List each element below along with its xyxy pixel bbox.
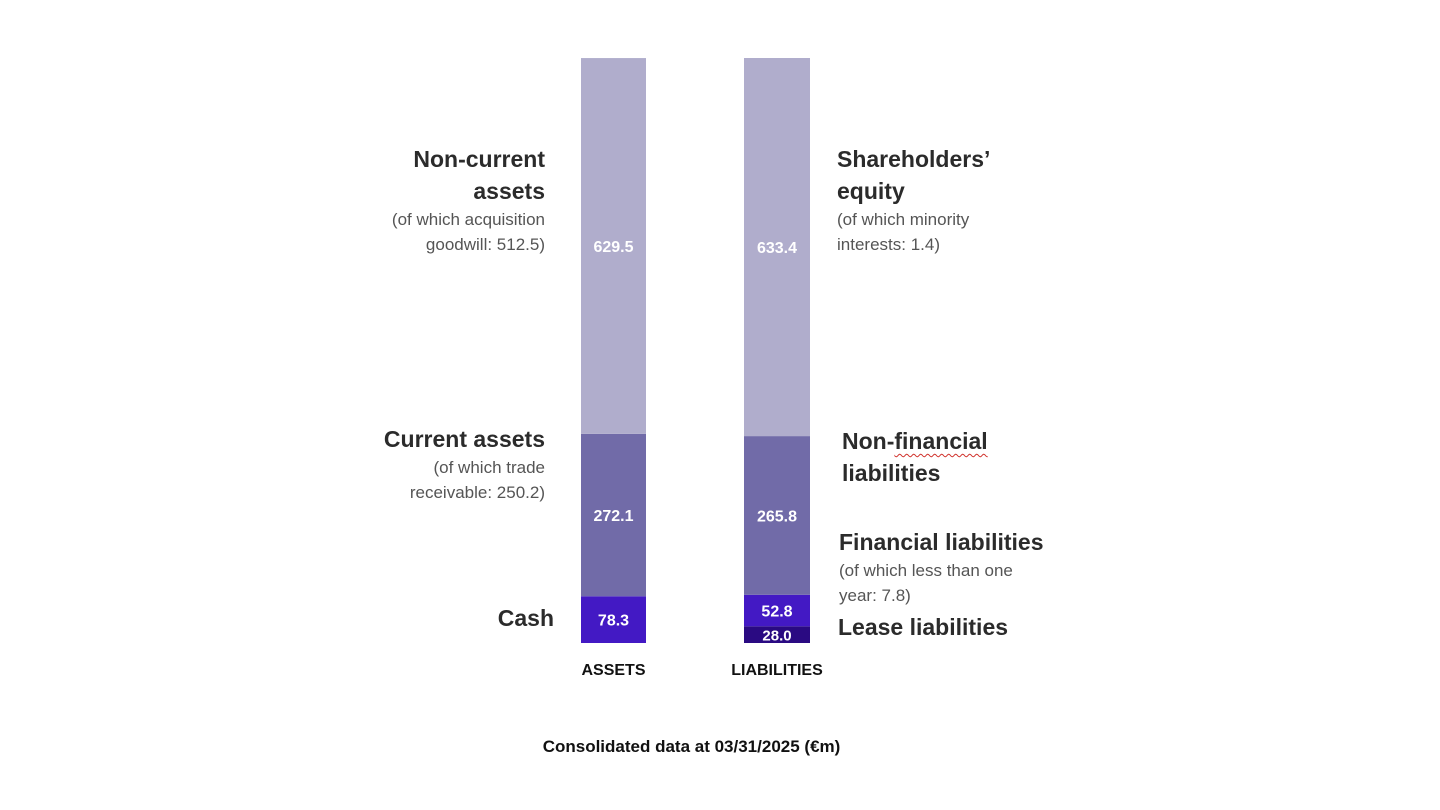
equity-title: Shareholders’ [837,146,991,172]
data-label-liabilities-52.8: 52.8 [761,604,792,621]
category-label-liabilities: LIABILITIES [731,662,823,679]
equity-annotation: Shareholders’ equity (of which minority … [837,143,1097,257]
non-current-assets-title-line2: assets [473,178,545,204]
data-label-assets-272.1: 272.1 [593,508,633,525]
data-label-liabilities-633.4: 633.4 [757,240,797,257]
non-financial-prefix: Non- [842,428,895,454]
bar-segment-liabilities-52.8 [744,594,810,627]
current-assets-annotation: Current assets (of which trade receivabl… [340,423,545,505]
cash-annotation: Cash [440,602,554,634]
cash-title: Cash [497,605,554,631]
non-financial-liabilities-title: Non-financial [842,425,1102,457]
financial-liabilities-note-line2: year: 7.8) [839,586,911,605]
non-financial-liabilities-title-line2: liabilities [842,460,941,486]
data-label-liabilities-28.0: 28.0 [762,628,791,645]
equity-title-line2: equity [837,178,905,204]
current-assets-note-line2: receivable: 250.2) [409,483,545,502]
non-financial-spellcheck-word: financial [894,428,988,454]
financial-liabilities-note: (of which less than one [839,561,1013,580]
non-current-assets-note-line2: goodwill: 512.5) [425,235,545,254]
bar-segment-liabilities-633.4 [744,58,810,437]
non-current-assets-title: Non-current [413,146,545,172]
non-current-assets-annotation: Non-current assets (of which acquisition… [340,143,545,257]
equity-note-line2: interests: 1.4) [837,235,940,254]
financial-liabilities-annotation: Financial liabilities (of which less tha… [839,526,1119,608]
non-financial-liabilities-annotation: Non-financial liabilities [842,425,1102,489]
category-label-assets: ASSETS [581,662,645,679]
current-assets-note: (of which trade [433,458,546,477]
non-current-assets-note: (of which acquisition [391,210,545,229]
data-label-liabilities-265.8: 265.8 [757,508,797,525]
current-assets-title: Current assets [383,426,545,452]
data-label-assets-629.5: 629.5 [593,239,633,256]
bar-segment-assets-78.3 [581,596,646,643]
bar-segment-liabilities-265.8 [744,436,810,595]
bar-segment-assets-629.5 [581,58,646,434]
chart-footer-caption: Consolidated data at 03/31/2025 (€m) [542,737,841,756]
equity-note: (of which minority [837,210,970,229]
lease-liabilities-title: Lease liabilities [838,614,1009,640]
lease-liabilities-annotation: Lease liabilities [838,611,1098,643]
data-label-assets-78.3: 78.3 [598,613,629,630]
bar-segment-liabilities-28.0 [744,626,810,643]
financial-liabilities-title: Financial liabilities [839,529,1044,555]
bar-segment-assets-272.1 [581,433,646,597]
